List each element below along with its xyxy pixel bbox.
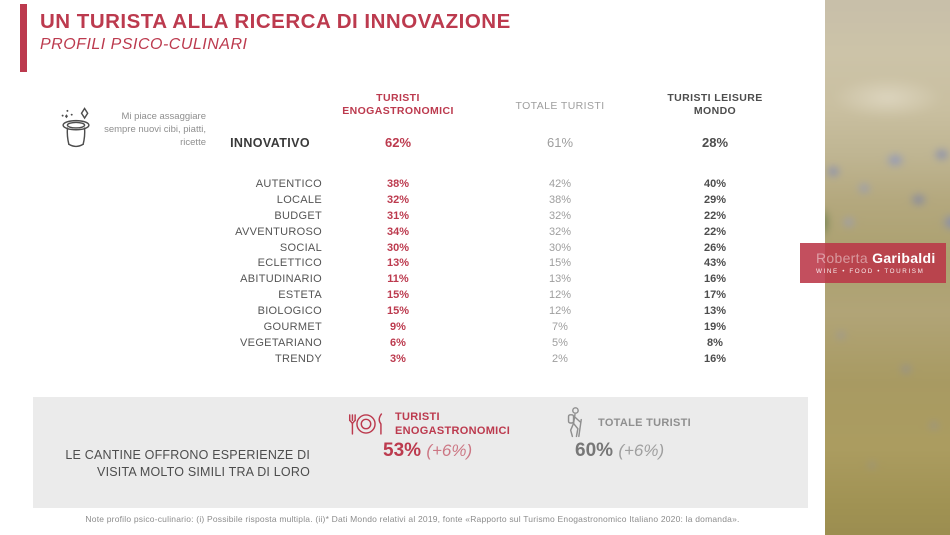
value-enogastronomici: 15% (386, 289, 410, 302)
value-enogastronomici: 9% (390, 321, 406, 334)
value-leisure: 8% (707, 336, 723, 349)
value-leisure: 22% (703, 225, 727, 238)
value: 53% (383, 440, 422, 461)
row-label-innovativo: INNOVATIVO (230, 136, 310, 150)
value-enogastronomici: 30% (386, 241, 410, 254)
innovativo-value-totale: 61% (546, 135, 574, 150)
column-header-totale-turisti: TOTALE TURISTI (515, 100, 605, 112)
value-totale: 38% (548, 193, 572, 206)
row-label: AVVENTUROSO (235, 225, 322, 238)
value-leisure: 22% (703, 209, 727, 222)
row-label: AUTENTICO (255, 178, 322, 190)
value-totale: 5% (552, 336, 568, 349)
brand-name: Roberta Garibaldi (816, 251, 946, 266)
value-leisure: 16% (703, 273, 727, 286)
hiker-icon (562, 406, 587, 439)
table-row: ESTETA 15% 12% 17% (0, 288, 825, 304)
table-row: ECLETTICO 13% 15% 43% (0, 256, 825, 272)
footnote: Note profilo psico-culinario: (i) Possib… (85, 514, 740, 524)
row-label: GOURMET (263, 321, 322, 334)
value-enogastronomici: 32% (386, 193, 410, 206)
value-leisure: 19% (703, 321, 727, 334)
value-leisure: 43% (703, 257, 727, 270)
magician-hat-icon (55, 105, 97, 153)
summary-statement: LE CANTINE OFFRONO ESPERIENZE DI VISITA … (65, 448, 310, 479)
brand-last-name: Garibaldi (872, 250, 936, 266)
value-enogastronomici: 3% (390, 352, 406, 365)
value-enogastronomici: 11% (387, 273, 409, 286)
brand-first-name: Roberta (816, 250, 868, 266)
value-totale: 42% (548, 178, 572, 190)
table-row: SOCIAL 30% 30% 26% (0, 241, 825, 257)
brand-banner: Roberta Garibaldi WINE • FOOD • TOURISM (800, 243, 946, 283)
value-totale: 13% (548, 273, 572, 286)
table-row: AUTENTICO 38% 42% 40% (0, 177, 825, 193)
value-leisure: 29% (703, 193, 727, 206)
value-totale: 15% (548, 257, 572, 270)
summary-value-enogastronomici: 53% (+6%) (383, 440, 472, 462)
row-label: VEGETARIANO (240, 336, 322, 349)
title-accent-bar (20, 4, 27, 72)
delta: (+6%) (618, 441, 665, 460)
innovativo-value-enogastronomici: 62% (384, 135, 412, 150)
value-enogastronomici: 13% (386, 257, 410, 270)
value-totale: 7% (552, 321, 568, 334)
slide-subtitle: PROFILI PSICO-CULINARI (40, 36, 248, 53)
row-label: LOCALE (276, 193, 322, 206)
row-label: ESTETA (278, 289, 322, 302)
table-row: BIOLOGICO 15% 12% 13% (0, 304, 825, 320)
row-label: SOCIAL (279, 241, 322, 254)
profile-description: Mi piace assaggiare sempre nuovi cibi, p… (104, 111, 206, 148)
row-label: ECLETTICO (257, 257, 322, 270)
profiles-table: AUTENTICO 38% 42% 40% LOCALE 32% 38% 29%… (0, 177, 825, 368)
value-totale: 12% (548, 289, 572, 302)
value-totale: 32% (548, 209, 572, 222)
delta: (+6%) (426, 441, 473, 460)
table-row: ABITUDINARIO 11% 13% 16% (0, 272, 825, 288)
value-enogastronomici: 15% (386, 305, 410, 318)
value: 60% (575, 440, 614, 461)
row-label: TRENDY (274, 352, 322, 365)
value-enogastronomici: 31% (386, 209, 410, 222)
row-label: ABITUDINARIO (240, 273, 322, 286)
value-enogastronomici: 34% (386, 225, 410, 238)
value-leisure: 26% (703, 241, 727, 254)
value-totale: 12% (548, 305, 572, 318)
summary-value-totale: 60% (+6%) (575, 440, 664, 462)
column-header-leisure-mondo: TURISTI LEISURE MONDO (667, 92, 763, 117)
column-header-enogastronomici: TURISTI ENOGASTRONOMICI (342, 92, 454, 117)
value-leisure: 40% (703, 178, 727, 190)
value-totale: 32% (548, 225, 572, 238)
value-leisure: 13% (703, 305, 727, 318)
summary-label-enogastronomici: TURISTI ENOGASTRONOMICI (395, 411, 511, 437)
table-row: VEGETARIANO 6% 5% 8% (0, 336, 825, 352)
brand-tagline: WINE • FOOD • TOURISM (816, 268, 925, 275)
summary-label-totale: TOTALE TURISTI (598, 417, 692, 429)
row-label: BIOLOGICO (257, 305, 322, 318)
table-row: GOURMET 9% 7% 19% (0, 320, 825, 336)
table-row: LOCALE 32% 38% 29% (0, 193, 825, 209)
value-leisure: 17% (703, 289, 727, 302)
table-row: AVVENTUROSO 34% 32% 22% (0, 225, 825, 241)
table-row: BUDGET 31% 32% 22% (0, 209, 825, 225)
value-enogastronomici: 6% (390, 336, 406, 349)
plate-cutlery-icon (347, 409, 385, 439)
summary-box: LE CANTINE OFFRONO ESPERIENZE DI VISITA … (33, 397, 808, 508)
slide-title: UN TURISTA ALLA RICERCA DI INNOVAZIONE (40, 10, 511, 33)
value-totale: 30% (548, 241, 572, 254)
row-label: BUDGET (274, 209, 322, 222)
table-row: TRENDY 3% 2% 16% (0, 352, 825, 368)
innovativo-value-leisure: 28% (701, 135, 729, 150)
value-leisure: 16% (703, 352, 727, 365)
value-enogastronomici: 38% (386, 178, 410, 190)
value-totale: 2% (552, 352, 568, 365)
